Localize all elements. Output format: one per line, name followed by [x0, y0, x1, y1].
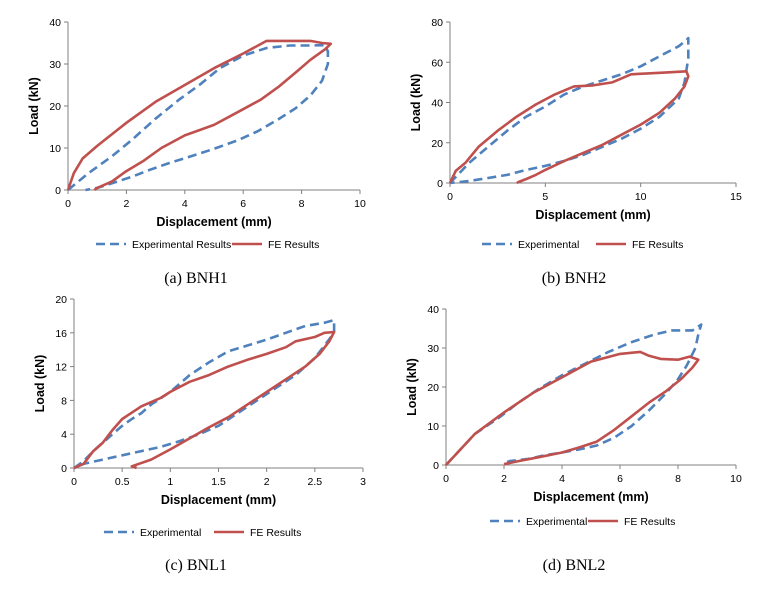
legend-label: FE Results: [632, 239, 683, 251]
y-tick-label: 20: [427, 382, 439, 394]
y-tick-label: 40: [427, 304, 439, 316]
panel-caption: (b) BNH2: [542, 270, 606, 287]
experimental-series-line: [449, 36, 690, 185]
y-axis-title: Load (kN): [405, 358, 419, 416]
x-tick-label: 2: [123, 198, 129, 210]
chart-panel-3: 0 4 8 12 16 20 0 0.5 1 1.5 2 2.5 3 Displacement (mm) L…: [33, 294, 366, 574]
x-tick-label: 0.5: [115, 476, 130, 488]
chart-panel-2: 0 20 40 60 80 0 5 10 15 Displacement (mm) Load (kN…: [409, 17, 742, 287]
x-tick-label: 1: [167, 476, 173, 488]
legend-label: FE Results: [250, 527, 301, 539]
fe-series-line: [448, 70, 690, 185]
x-tick-label: 15: [730, 191, 742, 203]
x-axis-title: Displacement (mm): [156, 215, 271, 229]
x-axis-title: Displacement (mm): [533, 490, 648, 504]
x-tick-label: 0: [65, 198, 71, 210]
y-tick-label: 0: [437, 178, 443, 190]
x-tick-label: 8: [299, 198, 305, 210]
chart-panel-4: 0 10 20 30 40 0 2 4 6 8 10 Displacement (mm) Load (k…: [405, 304, 742, 574]
x-tick-label: 0: [447, 191, 453, 203]
y-tick-label: 20: [431, 138, 443, 150]
fe-series-line: [445, 350, 700, 466]
y-tick-label: 16: [55, 328, 67, 340]
y-axis-title: Load (kN): [33, 355, 47, 413]
y-tick-label: 12: [55, 362, 67, 374]
legend-label: Experimental: [140, 527, 201, 539]
y-tick-label: 60: [431, 57, 443, 69]
x-tick-label: 10: [354, 198, 366, 210]
x-tick-label: 6: [240, 198, 246, 210]
x-tick-label: 3: [360, 476, 366, 488]
y-tick-label: 0: [433, 460, 439, 472]
y-tick-label: 30: [427, 343, 439, 355]
y-tick-label: 40: [49, 17, 61, 29]
y-tick-label: 4: [61, 429, 67, 441]
x-tick-label: 0: [71, 476, 77, 488]
x-tick-label: 0: [443, 473, 449, 485]
legend-label: Experimental Results: [132, 239, 231, 251]
y-axis-title: Load (kN): [409, 74, 423, 132]
panel-caption: (c) BNL1: [165, 557, 227, 574]
y-tick-label: 0: [55, 185, 61, 197]
y-tick-label: 80: [431, 17, 443, 29]
y-axis-title: Load (kN): [27, 77, 41, 135]
legend-label: Experimental: [518, 239, 579, 251]
x-tick-label: 10: [730, 473, 742, 485]
y-tick-label: 10: [427, 421, 439, 433]
panel-caption: (a) BNH1: [164, 270, 228, 287]
legend-label: FE Results: [268, 239, 319, 251]
x-tick-label: 10: [635, 191, 647, 203]
x-tick-label: 2.5: [308, 476, 323, 488]
chart-panel-1: 0 10 20 30 40 0 2 4 6 8 10 Displacement (mm) Load (k…: [27, 17, 366, 287]
y-tick-label: 0: [61, 463, 67, 475]
legend-label: Experimental: [526, 516, 587, 528]
y-tick-label: 30: [49, 59, 61, 71]
x-tick-label: 5: [542, 191, 548, 203]
x-tick-label: 6: [617, 473, 623, 485]
y-tick-label: 20: [55, 294, 67, 306]
panel-caption: (d) BNL2: [543, 557, 606, 574]
y-tick-label: 10: [49, 143, 61, 155]
x-axis-title: Displacement (mm): [535, 208, 650, 222]
y-tick-label: 8: [61, 395, 67, 407]
x-tick-label: 4: [559, 473, 565, 485]
experimental-series-line: [67, 43, 330, 192]
x-tick-label: 2: [501, 473, 507, 485]
legend-label: FE Results: [624, 516, 675, 528]
x-tick-label: 8: [675, 473, 681, 485]
y-tick-label: 40: [431, 98, 443, 110]
x-tick-label: 4: [182, 198, 188, 210]
fe-series-line: [73, 330, 336, 470]
experimental-series-line: [73, 318, 336, 470]
x-tick-label: 1.5: [211, 476, 226, 488]
y-tick-label: 20: [49, 101, 61, 113]
fe-series-line: [66, 39, 333, 192]
x-tick-label: 2: [264, 476, 270, 488]
x-axis-title: Displacement (mm): [161, 493, 276, 507]
